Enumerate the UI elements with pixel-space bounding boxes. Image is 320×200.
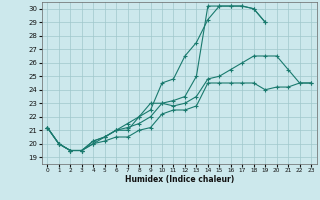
X-axis label: Humidex (Indice chaleur): Humidex (Indice chaleur) — [124, 175, 234, 184]
